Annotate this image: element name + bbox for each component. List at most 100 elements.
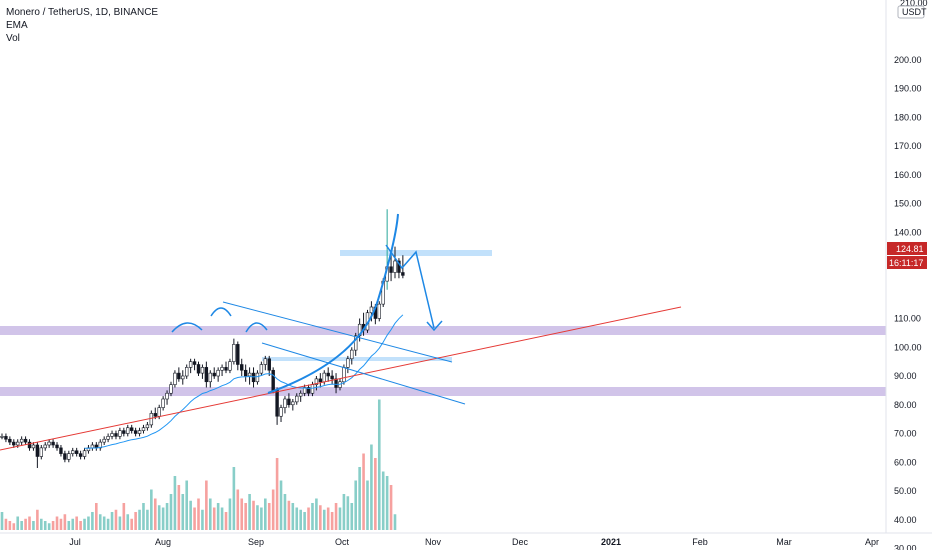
candle-body: [192, 361, 197, 365]
volume-bar: [260, 507, 263, 530]
time-label: 2021: [601, 537, 621, 547]
price-axis[interactable]: 210.00 USDT 200.00 190.00 180.00 170.00 160.…: [885, 0, 928, 550]
price-label: 150.00: [894, 199, 922, 209]
volume-bar: [342, 494, 346, 530]
volume-bar: [322, 509, 326, 530]
price-label: 140.00: [894, 227, 922, 237]
candle-body: [240, 364, 244, 371]
price-label: 80.00: [894, 400, 917, 410]
candle-body: [47, 441, 51, 446]
volume-bar: [358, 467, 361, 530]
volume-bar: [228, 498, 232, 530]
volume-bar: [236, 489, 240, 530]
mid-zone[interactable]: [262, 357, 452, 361]
volume-bar: [8, 521, 12, 530]
candle-body: [153, 413, 157, 417]
volume-bar: [0, 512, 4, 530]
volume-bar: [244, 503, 247, 530]
candle-body: [263, 358, 268, 365]
candle-body: [208, 372, 212, 383]
volume-bar: [232, 467, 236, 530]
channel-lower-line[interactable]: [261, 342, 466, 405]
candle-body: [224, 367, 228, 371]
candle-body: [255, 372, 260, 383]
candle-body: [220, 367, 224, 371]
volume-bar: [295, 507, 299, 530]
chart-legend: Monero / TetherUS, 1D, BINANCE EMA Vol: [6, 6, 158, 45]
volume-bar: [106, 518, 110, 530]
price-label: 70.00: [894, 429, 917, 439]
volume-bar: [4, 518, 8, 530]
volume-bar: [240, 498, 244, 530]
candle-body: [129, 427, 134, 431]
candle-body: [71, 450, 75, 454]
volume-bar: [28, 516, 31, 530]
volume-bar: [36, 509, 39, 530]
candle-body: [200, 367, 205, 374]
candle-body: [267, 358, 271, 371]
candle-body: [283, 398, 287, 408]
volume-bar: [370, 444, 373, 530]
candle-body: [393, 260, 397, 273]
volume-bar: [216, 503, 220, 530]
ema-indicator-label[interactable]: EMA: [6, 20, 28, 31]
volume-bar: [275, 458, 279, 530]
candle-body: [185, 367, 189, 377]
candle-body: [236, 344, 240, 365]
volume-bar: [91, 512, 94, 530]
volume-bar: [169, 494, 173, 530]
candle-body: [177, 372, 181, 380]
volume-bar: [43, 521, 47, 530]
volume-bar: [299, 509, 302, 530]
support-zone-lower[interactable]: [0, 387, 886, 396]
candle-body: [90, 444, 95, 449]
volume-bar: [271, 489, 275, 530]
volume-bar: [83, 518, 86, 530]
volume-bar: [173, 476, 177, 530]
support-zone-upper[interactable]: [0, 326, 886, 335]
price-axis-top-label: 210.00: [900, 0, 928, 8]
volume-bar: [130, 518, 133, 530]
volume-bar: [374, 458, 377, 530]
candle-body: [110, 433, 114, 437]
volume-bar: [220, 507, 224, 530]
candle-body: [322, 372, 326, 383]
volume-bar: [20, 521, 23, 530]
candle-body: [173, 372, 177, 385]
volume-bar: [267, 503, 271, 530]
volume-bar: [87, 516, 90, 530]
candle-body: [326, 372, 330, 377]
candle-body: [141, 427, 146, 431]
candle-body: [19, 438, 24, 443]
time-label: Sep: [248, 537, 264, 547]
price-label: 110.00: [894, 314, 921, 324]
volume-bar: [346, 496, 350, 530]
volume-bar: [146, 509, 149, 530]
candle-body: [149, 413, 154, 426]
candle-body: [279, 407, 283, 417]
volume-bar: [283, 494, 287, 530]
candle-body: [23, 438, 28, 443]
volume-bar: [377, 399, 381, 530]
projection-path[interactable]: [385, 244, 435, 329]
price-label: 180.00: [894, 112, 922, 122]
candle-body: [165, 392, 169, 400]
candle-body: [342, 367, 346, 383]
volume-bar: [51, 521, 55, 530]
volume-indicator-label[interactable]: Vol: [6, 33, 20, 44]
symbol-title[interactable]: Monero / TetherUS, 1D, BINANCE: [6, 7, 159, 18]
candle-body: [181, 375, 185, 380]
candle-body: [287, 398, 291, 406]
volume-bar: [40, 518, 43, 530]
volume-bar: [55, 516, 59, 530]
candle-body: [137, 430, 142, 434]
volume-bar: [338, 507, 342, 530]
channel-upper-line[interactable]: [222, 301, 453, 363]
red-trendline[interactable]: [0, 306, 682, 451]
volume-bar: [287, 500, 291, 530]
shoulder-arc-right: [245, 322, 268, 333]
time-axis[interactable]: Jul Aug Sep Oct Nov Dec 2021 Feb Mar Apr: [0, 532, 932, 547]
volume-bar: [138, 509, 141, 530]
parabolic-curve[interactable]: [267, 213, 399, 394]
